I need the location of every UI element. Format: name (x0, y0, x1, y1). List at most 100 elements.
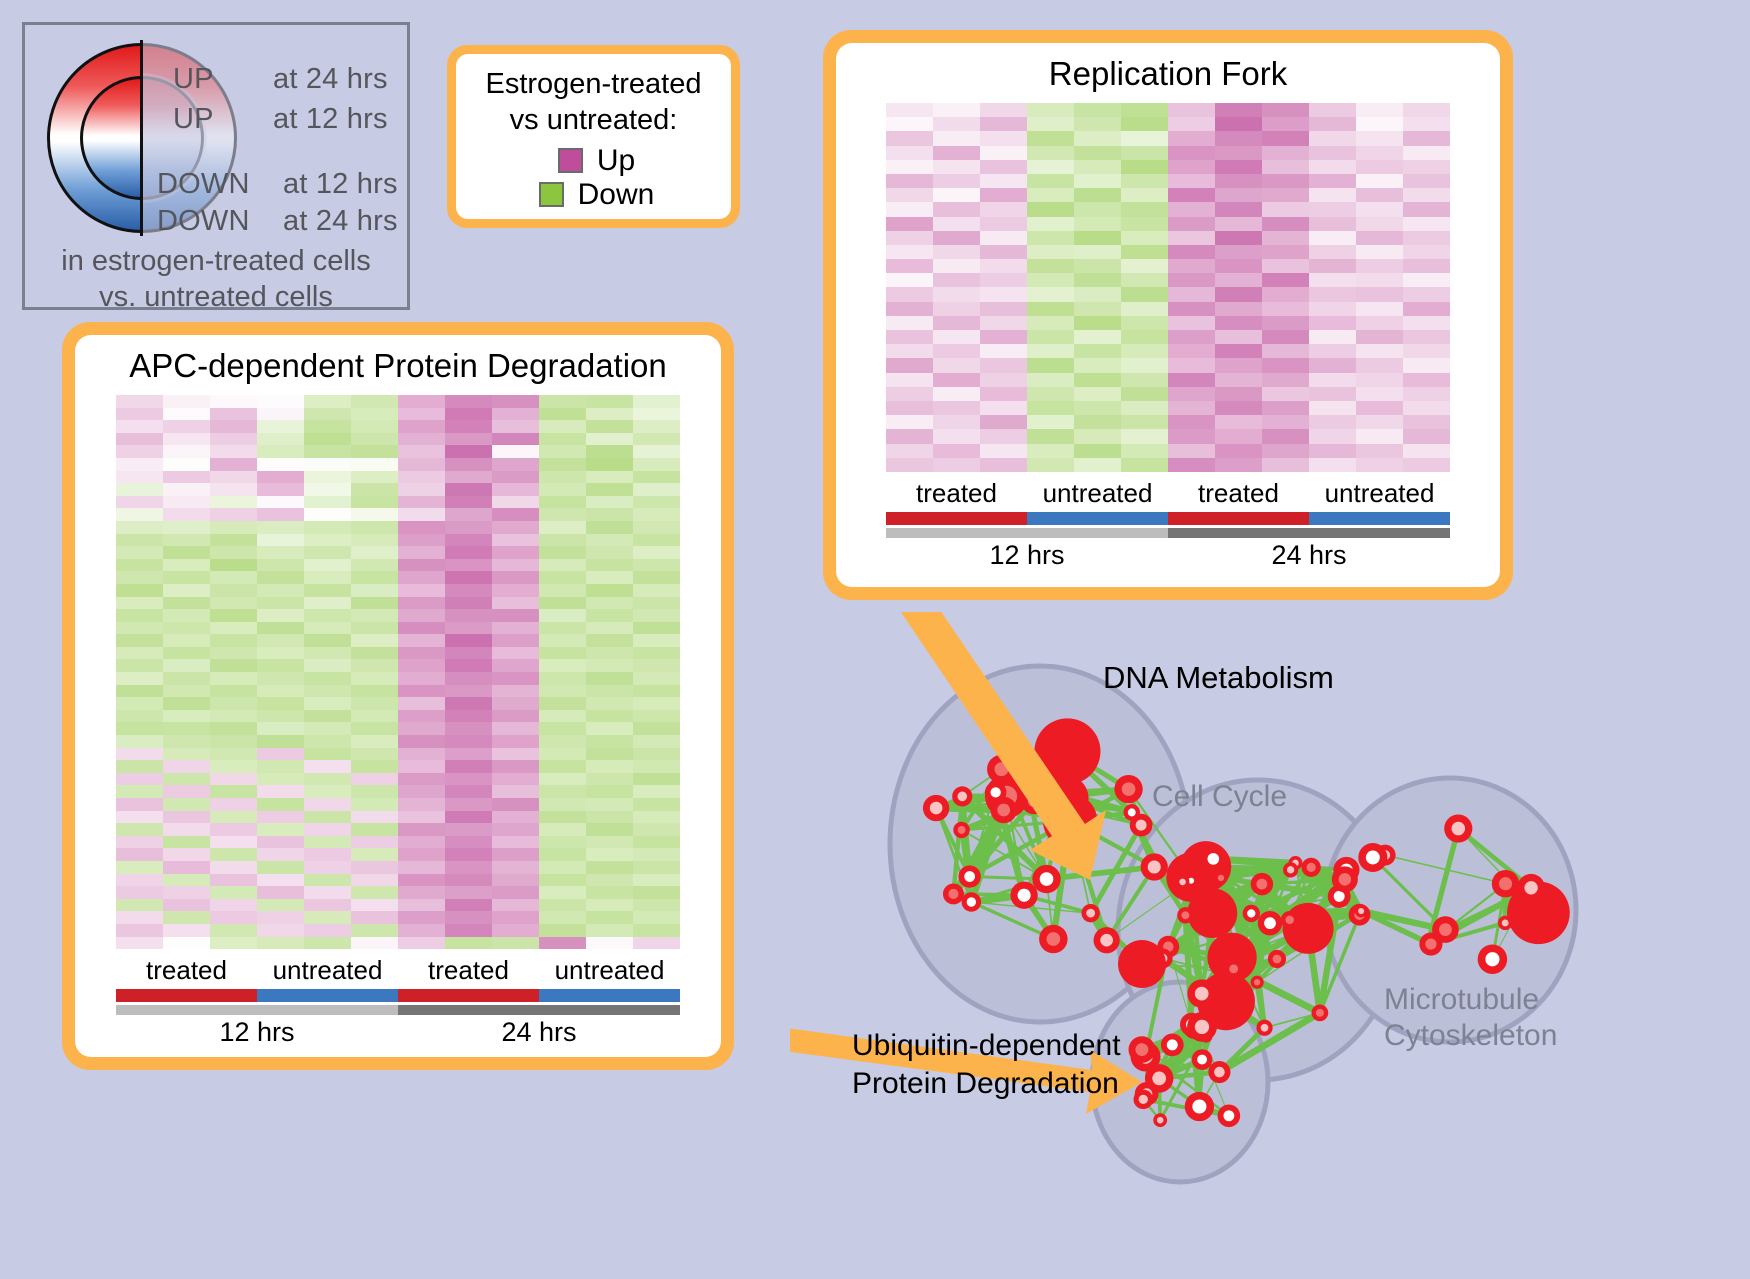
heatmap-cell (1403, 330, 1450, 345)
heatmap-cell (445, 709, 492, 723)
heatmap-cell (633, 432, 680, 446)
heatmap-cell (1262, 429, 1309, 444)
heatmap-cell (492, 546, 539, 559)
heatmap-row (886, 415, 1450, 430)
heatmap-cell (398, 445, 445, 458)
heatmap-cell (586, 457, 633, 471)
time-colour-segment (116, 1005, 398, 1016)
heatmap-cell (1403, 287, 1450, 302)
heatmap-cell (445, 898, 492, 912)
heatmap-cell (163, 684, 210, 698)
heatmap-cell (539, 659, 586, 673)
heatmap-cell (445, 760, 492, 773)
heatmap-cell (1403, 273, 1450, 288)
heatmap-cell (980, 188, 1027, 203)
network-node-core (1253, 979, 1261, 986)
heatmap-cell (980, 429, 1027, 444)
heatmap-cell (1168, 131, 1215, 146)
network-node-core (1315, 1008, 1324, 1017)
heatmap-cell (257, 420, 304, 433)
heatmap-cell (1309, 358, 1356, 373)
heatmap-cell (351, 936, 398, 950)
heatmap-row (116, 898, 680, 912)
heatmap-cell (398, 546, 445, 559)
group-label: treated (146, 955, 227, 986)
heatmap-cell (257, 823, 304, 836)
heatmap-cell (1262, 159, 1309, 174)
heatmap-cell (304, 823, 351, 836)
network-node-core (1338, 873, 1352, 886)
heatmap-cell (1027, 145, 1074, 160)
heatmap-row (116, 583, 680, 597)
heatmap-cell (1168, 358, 1215, 373)
heatmap-cell (539, 407, 586, 421)
heatmap-cell (539, 672, 586, 685)
heatmap-cell (445, 558, 492, 572)
heatmap-cell (210, 735, 257, 748)
heatmap-cell (933, 159, 980, 174)
heatmap-cell (1309, 131, 1356, 146)
heatmap-cell (1215, 443, 1262, 458)
heatmap-row (116, 709, 680, 723)
heatmap-row (116, 646, 680, 660)
heatmap-cell (539, 798, 586, 811)
heatmap-row (886, 103, 1450, 118)
heatmap-cell (398, 609, 445, 622)
heatmap-cell (1121, 159, 1168, 174)
heatmap-cell (492, 760, 539, 773)
heatmap-cell (1215, 372, 1262, 387)
heatmap-cell (116, 848, 163, 861)
pathway-network-diagram: DNA Metabolism Cell Cycle Microtubule Cy… (790, 612, 1750, 1279)
heatmap-cell (398, 785, 445, 798)
heatmap-row (116, 508, 680, 521)
heatmap-cell (445, 432, 492, 446)
heatmap-cell (633, 596, 680, 610)
heatmap-cell (586, 860, 633, 874)
network-node[interactable] (1207, 932, 1257, 983)
heatmap-cell (1168, 400, 1215, 416)
heatmap-cell (116, 646, 163, 660)
heatmap-cell (398, 898, 445, 912)
heatmap-cell (1356, 358, 1403, 373)
heatmap-row (116, 571, 680, 584)
heatmap-cell (492, 571, 539, 584)
heatmap-cell (1074, 202, 1121, 217)
heatmap-cell (1074, 415, 1121, 430)
cluster-label-ubiquitin-line2: Protein Degradation (852, 1067, 1119, 1100)
heatmap-cell (445, 483, 492, 496)
heatmap-cell (304, 923, 351, 937)
heatmap-cell (1027, 202, 1074, 217)
heatmap-row (886, 145, 1450, 160)
heatmap-row (116, 848, 680, 861)
heatmap-cell (633, 609, 680, 622)
network-node-core (1135, 1043, 1149, 1056)
heatmap-cell (492, 583, 539, 597)
heatmap-cell (116, 835, 163, 849)
heatmap-cell (116, 508, 163, 521)
heatmap-cell (1403, 457, 1450, 472)
heatmap-cell (445, 747, 492, 761)
heatmap-cell (980, 315, 1027, 330)
heatmap-cell (633, 823, 680, 836)
network-node[interactable] (1187, 888, 1238, 939)
heatmap-cell (1121, 259, 1168, 274)
time-label: 24 hrs (1271, 539, 1347, 570)
heatmap-cell (304, 672, 351, 685)
heatmap-cell (886, 315, 933, 330)
heatmap-cell (398, 911, 445, 924)
heatmap-cell (633, 533, 680, 547)
heatmap-cell (933, 330, 980, 345)
network-node[interactable] (1034, 718, 1101, 785)
network-node[interactable] (1118, 940, 1166, 988)
up-label: Up (596, 143, 636, 177)
heatmap-cell (1215, 330, 1262, 345)
heatmap-cell (445, 848, 492, 861)
heatmap-cell (933, 216, 980, 231)
heatmap-cell (586, 508, 633, 521)
heatmap-row (886, 202, 1450, 217)
heatmap-cell (1074, 103, 1121, 118)
heatmap-row (116, 860, 680, 874)
heatmap-cell (1309, 273, 1356, 288)
heatmap-cell (163, 697, 210, 710)
heatmap-cell (1027, 173, 1074, 189)
